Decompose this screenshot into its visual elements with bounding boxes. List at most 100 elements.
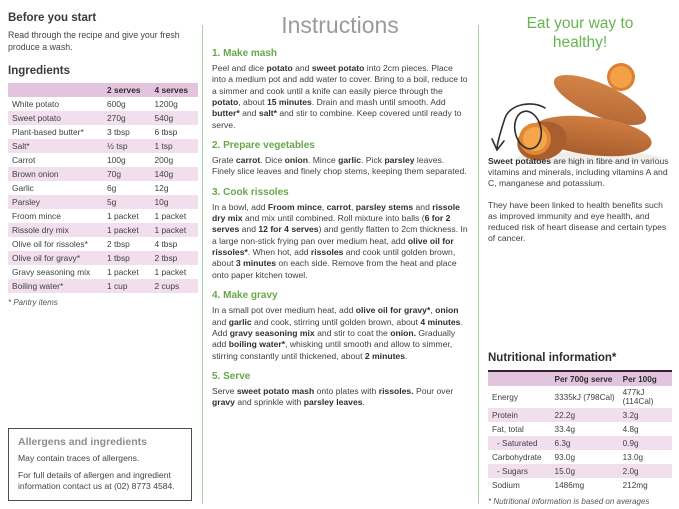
row-value: 270g (103, 111, 151, 126)
row-value: 2.0g (618, 464, 672, 478)
row-label: Rissole dry mix (8, 223, 103, 238)
curly-arrow-icon (491, 103, 546, 152)
row-label: Protein (488, 408, 551, 422)
table-row: Energy 3335kJ (798Cal) 477kJ (114Cal) (488, 386, 672, 408)
allergens-line1: May contain traces of allergens. (18, 453, 140, 463)
allergens-line2: For full details of allergen and ingredi… (18, 470, 175, 491)
row-value: 1 packet (107, 211, 139, 222)
row-label: Carrot (12, 155, 36, 166)
row-value: 70g (103, 167, 151, 182)
table-row: Parsley 5g 10g (8, 195, 198, 210)
column-divider (478, 25, 479, 504)
row-label: White potato (12, 99, 60, 110)
row-label: Sweet potato (8, 111, 103, 126)
instructions-title: Instructions (281, 12, 399, 38)
row-label: Froom mince (12, 211, 61, 222)
row-label: Salt* (8, 139, 103, 154)
column-header: Per 100g (618, 371, 672, 386)
row-label: Parsley (8, 195, 103, 210)
column-header: Per 700g serve (550, 371, 619, 386)
table-row: Brown onion 70g 140g (8, 167, 198, 182)
row-value: ½ tsp (103, 139, 151, 154)
sweet-potatoes-photo (516, 63, 660, 164)
ingredients-title: Ingredients (8, 65, 70, 78)
healthy-headline: Eat your way to healthy! (526, 15, 634, 52)
step-heading: 1. Make mash (212, 48, 278, 59)
row-value: 2 tbsp (107, 239, 130, 250)
row-value: 6 tbsp (154, 127, 178, 138)
row-value: 140g (150, 167, 198, 182)
healthy-column: Eat your way to healthy! (488, 0, 672, 509)
table-row: Carbohydrate 93.0g 13.0g (488, 450, 672, 464)
table-row: Olive oil for gravy* 1 tbsp 2 tbsp (8, 251, 198, 266)
row-value: 0.9g (618, 436, 672, 450)
row-value: 477kJ (114Cal) (622, 388, 654, 406)
step-heading: 2. Prepare vegetables (212, 140, 315, 152)
step-heading: 3. Cook rissoles (212, 186, 289, 198)
table-row: Boiling water* 1 cup 2 cups (8, 279, 198, 294)
row-value: 3 tbsp (107, 127, 130, 138)
row-value: 540g (150, 111, 198, 126)
row-value: 3335kJ (798Cal) (554, 392, 615, 402)
table-row: Plant-based butter* 3 tbsp 6 tbsp (8, 125, 198, 139)
row-value: 22.2g (550, 408, 619, 422)
row-value: 4.8g (622, 424, 639, 434)
row-label: Boiling water* (8, 279, 103, 294)
row-value: 2 cups (150, 279, 198, 294)
row-value: 1 cup (103, 279, 151, 294)
column-header: 4 serves (150, 83, 198, 98)
table-header-row: 2 serves 4 serves (8, 83, 198, 98)
row-value: 600g (107, 99, 126, 110)
table-row: Protein 22.2g 3.2g (488, 408, 672, 422)
row-value: 15.0g (550, 464, 619, 478)
row-value: 1 packet (107, 267, 139, 278)
row-value: 5g (103, 195, 151, 210)
row-value: 3.2g (618, 408, 672, 422)
before-you-start-body: Read through the recipe and give your fr… (8, 30, 180, 52)
row-value: 1 packet (150, 223, 198, 238)
table-row: - Sugars 15.0g 2.0g (488, 464, 672, 478)
row-label: Plant-based butter* (12, 127, 84, 138)
row-label: Sodium (492, 480, 520, 490)
nutrition-title: Nutritional information* (488, 352, 617, 364)
sweet-potato-facts: Sweet potatoes are high in fibre and in … (488, 156, 672, 254)
nutrition-table: Per 700g serve Per 100g Energy 3335kJ (798C… (488, 370, 672, 492)
step-body: In a small pot over medium heat, add oli… (212, 305, 463, 361)
table-row: Garlic 6g 12g (8, 181, 198, 195)
facts-paragraph-1: Sweet potatoes are high in fibre and in … (488, 156, 669, 189)
row-value: 33.4g (554, 424, 576, 434)
row-value: 1 packet (154, 267, 187, 278)
nutrition-section: Nutritional information* Per 700g serve P… (488, 352, 672, 506)
allergens-box: Allergens and ingredients May contain tr… (8, 428, 192, 501)
row-label: Brown onion (8, 167, 103, 182)
step-body: In a bowl, add Froom mince, carrot, pars… (212, 201, 468, 280)
row-label: - Saturated (488, 436, 551, 450)
table-row: Carrot 100g 200g (8, 153, 198, 167)
step-body: Grate carrot. Dice onion. Mince garlic. … (212, 155, 467, 177)
row-label: Gravy seasoning mix (12, 267, 91, 278)
row-value: 1 tsp (150, 139, 198, 154)
table-header-row: Per 700g serve Per 100g (488, 371, 672, 386)
allergens-title: Allergens and ingredients (18, 436, 147, 448)
column-header (8, 83, 103, 98)
row-value: 6.3g (550, 436, 619, 450)
nutrition-footnote: * Nutritional information is based on av… (488, 497, 650, 506)
row-label: Olive oil for rissoles* (12, 239, 88, 250)
row-value: 6g (107, 183, 117, 194)
row-value: 93.0g (554, 452, 576, 462)
row-label: - Sugars (488, 464, 551, 478)
row-label: Garlic (12, 183, 34, 194)
table-row: Sweet potato 270g 540g (8, 111, 198, 126)
row-value: 4 tbsp (154, 239, 178, 250)
table-row: Fat, total 33.4g 4.8g (488, 422, 672, 436)
pantry-items-footnote: * Pantry items (8, 298, 58, 308)
table-row: Froom mince 1 packet 1 packet (8, 209, 198, 223)
row-value: 1200g (154, 99, 178, 110)
row-value: 2 tbsp (150, 251, 198, 266)
column-header (488, 371, 551, 386)
row-value: 13.0g (622, 452, 644, 462)
table-row: Olive oil for rissoles* 2 tbsp 4 tbsp (8, 237, 198, 251)
table-row: Sodium 1486mg 212mg (488, 478, 672, 492)
table-row: White potato 600g 1200g (8, 97, 198, 111)
before-you-start-column: Before you start Read through the recipe… (8, 12, 198, 307)
